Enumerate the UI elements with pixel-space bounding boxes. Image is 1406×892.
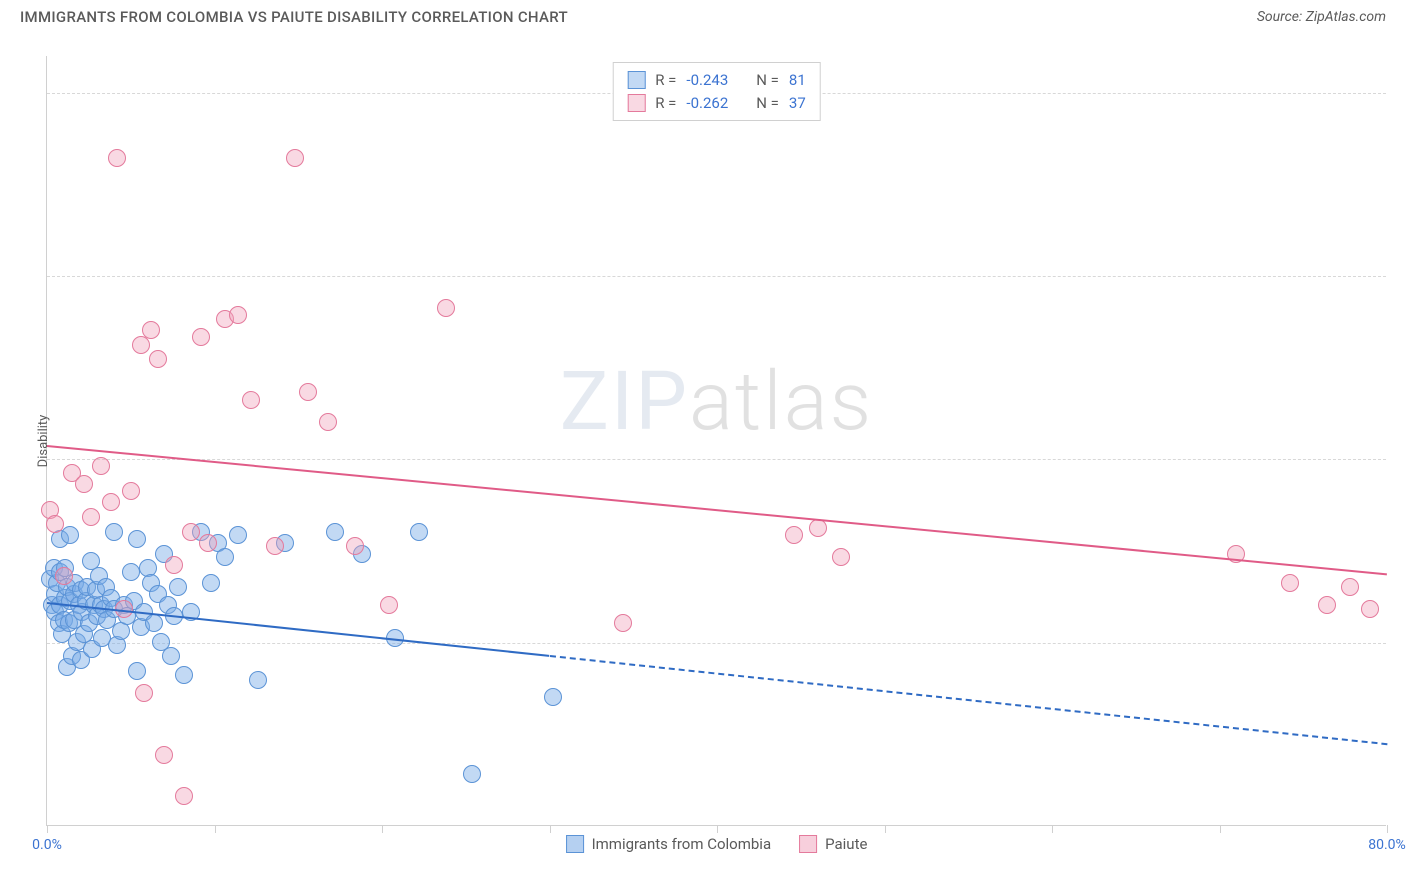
n-value: 81: [789, 69, 806, 92]
data-point-colombia: [128, 530, 146, 548]
data-point-paiute: [55, 567, 73, 585]
data-point-colombia: [410, 523, 428, 541]
data-point-paiute: [155, 746, 173, 764]
data-point-colombia: [175, 666, 193, 684]
data-point-colombia: [105, 523, 123, 541]
source-attribution: Source: ZipAtlas.com: [1257, 9, 1386, 25]
legend-item: Immigrants from Colombia: [566, 835, 772, 853]
legend-swatch: [627, 71, 645, 89]
correlation-stats-box: R = -0.243 N = 81 R = -0.262 N = 37: [612, 62, 821, 121]
x-tick: [215, 825, 216, 833]
data-point-paiute: [108, 149, 126, 167]
data-point-colombia: [145, 614, 163, 632]
r-value: -0.262: [686, 92, 728, 115]
n-value: 37: [789, 92, 806, 115]
x-tick-label: 80.0%: [1368, 837, 1406, 853]
data-point-colombia: [202, 574, 220, 592]
gridline: [47, 459, 1386, 460]
gridline: [47, 643, 1386, 644]
series-legend: Immigrants from Colombia Paiute: [566, 835, 868, 853]
x-tick: [1387, 825, 1388, 833]
r-value: -0.243: [686, 69, 728, 92]
x-tick-label: 0.0%: [32, 837, 62, 853]
data-point-paiute: [1318, 596, 1336, 614]
n-label: N =: [756, 92, 779, 115]
data-point-paiute: [614, 614, 632, 632]
data-point-paiute: [346, 537, 364, 555]
data-point-paiute: [299, 383, 317, 401]
data-point-colombia: [229, 526, 247, 544]
data-point-paiute: [785, 526, 803, 544]
r-label: R =: [655, 92, 676, 115]
gridline: [47, 276, 1386, 277]
data-point-colombia: [216, 548, 234, 566]
data-point-paiute: [229, 306, 247, 324]
data-point-colombia: [249, 671, 267, 689]
x-tick: [1052, 825, 1053, 833]
data-point-colombia: [128, 662, 146, 680]
data-point-paiute: [135, 684, 153, 702]
legend-swatch: [566, 835, 584, 853]
data-point-paiute: [165, 556, 183, 574]
chart-area: ZIPatlas Disability 10.0%20.0%30.0%40.0%…: [46, 56, 1386, 826]
x-tick: [1220, 825, 1221, 833]
n-label: N =: [756, 69, 779, 92]
data-point-paiute: [192, 328, 210, 346]
data-point-colombia: [122, 563, 140, 581]
x-tick: [717, 825, 718, 833]
data-point-colombia: [162, 647, 180, 665]
x-tick: [47, 825, 48, 833]
data-point-paiute: [1281, 574, 1299, 592]
data-point-paiute: [92, 457, 110, 475]
data-point-paiute: [809, 519, 827, 537]
data-point-paiute: [175, 787, 193, 805]
x-tick: [885, 825, 886, 833]
r-label: R =: [655, 69, 676, 92]
trend-line: [47, 445, 1387, 575]
data-point-paiute: [380, 596, 398, 614]
data-point-paiute: [1341, 578, 1359, 596]
x-tick: [550, 825, 551, 833]
data-point-paiute: [122, 482, 140, 500]
data-point-paiute: [182, 523, 200, 541]
legend-item: Paiute: [799, 835, 867, 853]
data-point-paiute: [82, 508, 100, 526]
data-point-paiute: [242, 391, 260, 409]
data-point-paiute: [142, 321, 160, 339]
data-point-colombia: [463, 765, 481, 783]
data-point-paiute: [319, 413, 337, 431]
legend-swatch: [799, 835, 817, 853]
data-point-paiute: [102, 493, 120, 511]
data-point-paiute: [46, 515, 64, 533]
data-point-paiute: [832, 548, 850, 566]
data-point-paiute: [266, 537, 284, 555]
data-point-paiute: [199, 534, 217, 552]
legend-label: Paiute: [825, 835, 867, 853]
data-point-colombia: [544, 688, 562, 706]
data-point-colombia: [61, 526, 79, 544]
data-point-paiute: [75, 475, 93, 493]
legend-swatch: [627, 94, 645, 112]
data-point-colombia: [326, 523, 344, 541]
data-point-paiute: [149, 350, 167, 368]
data-point-colombia: [169, 578, 187, 596]
data-point-paiute: [286, 149, 304, 167]
stats-row-colombia: R = -0.243 N = 81: [627, 69, 806, 92]
trend-line: [549, 655, 1387, 745]
data-point-paiute: [1361, 600, 1379, 618]
plot-area: 10.0%20.0%30.0%40.0%0.0%80.0%: [47, 56, 1386, 825]
stats-row-paiute: R = -0.262 N = 37: [627, 92, 806, 115]
legend-label: Immigrants from Colombia: [592, 835, 772, 853]
x-tick: [382, 825, 383, 833]
chart-title: IMMIGRANTS FROM COLOMBIA VS PAIUTE DISAB…: [20, 8, 568, 26]
data-point-paiute: [437, 299, 455, 317]
